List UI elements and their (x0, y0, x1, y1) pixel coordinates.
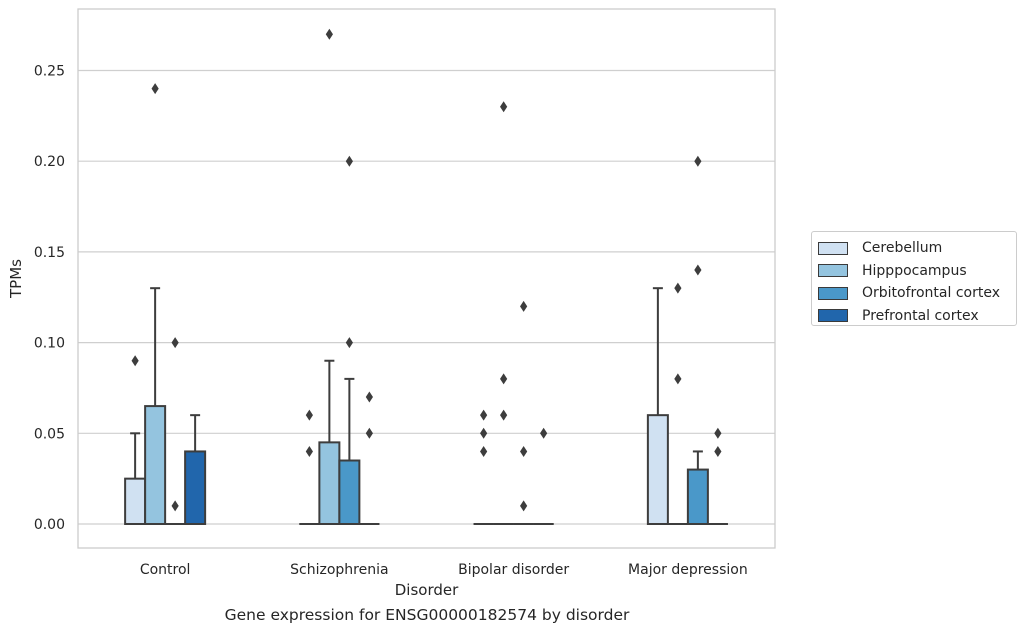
legend-item-orbitofrontal: Orbitofrontal cortex (818, 282, 1010, 305)
legend-label-prefrontal: Prefrontal cortex (862, 307, 979, 324)
outlier-point (480, 445, 488, 457)
box (144, 405, 167, 525)
x-tick-label: Major depression (628, 562, 748, 578)
outlier-point (674, 373, 682, 385)
outlier-point (131, 355, 139, 367)
outlier-point (520, 300, 528, 312)
box (184, 450, 207, 525)
y-tick-label: 0.00 (34, 517, 65, 533)
outlier-point (365, 391, 373, 403)
chart-caption: Gene expression for ENSG00000182574 by d… (224, 606, 630, 624)
outlier-point (305, 445, 313, 457)
box (124, 477, 147, 525)
outlier-point (714, 445, 722, 457)
legend-swatch-hippocampus (818, 264, 848, 278)
outlier-point (305, 409, 313, 421)
plot-area (78, 9, 775, 548)
outlier-point (345, 337, 353, 349)
outlier-point (500, 373, 508, 385)
outlier-point (171, 337, 179, 349)
legend-item-prefrontal: Prefrontal cortex (818, 305, 1010, 328)
outlier-point (365, 427, 373, 439)
outlier-point (520, 500, 528, 512)
y-axis-title: TPMs (7, 259, 25, 299)
outlier-point (520, 445, 528, 457)
y-tick-label: 0.15 (34, 245, 65, 261)
outlier-point (500, 101, 508, 113)
legend-item-cerebellum: Cerebellum (818, 237, 1010, 260)
legend-label-orbitofrontal: Orbitofrontal cortex (862, 285, 1000, 302)
y-tick-label: 0.25 (34, 64, 65, 80)
outlier-point (345, 155, 353, 167)
legend-label-cerebellum: Cerebellum (862, 240, 943, 257)
legend: Cerebellum Hipppocampus Orbitofrontal co… (811, 231, 1017, 326)
x-tick-label: Bipolar disorder (458, 562, 569, 578)
outlier-point (480, 409, 488, 421)
x-tick-label: Schizophrenia (290, 562, 388, 578)
legend-label-hippocampus: Hipppocampus (862, 262, 967, 279)
outlier-point (500, 409, 508, 421)
legend-swatch-cerebellum (818, 241, 848, 255)
outlier-point (480, 427, 488, 439)
y-tick-label: 0.10 (34, 336, 65, 352)
box (686, 468, 709, 525)
plot-frame (77, 8, 776, 549)
x-tick-label: Control (140, 562, 191, 578)
legend-swatch-orbitofrontal (818, 286, 848, 300)
outlier-point (171, 500, 179, 512)
y-tick-label: 0.20 (34, 154, 65, 170)
outlier-point (674, 282, 682, 294)
outlier-point (540, 427, 548, 439)
outlier-point (325, 28, 333, 40)
legend-item-hippocampus: Hipppocampus (818, 260, 1010, 283)
outlier-point (714, 427, 722, 439)
x-axis-title: Disorder (395, 581, 459, 599)
outlier-point (694, 155, 702, 167)
y-tick-label: 0.05 (34, 426, 65, 442)
box (646, 414, 669, 525)
legend-swatch-prefrontal (818, 309, 848, 323)
box (318, 441, 341, 525)
outlier-point (694, 264, 702, 276)
box (338, 459, 361, 526)
outlier-point (151, 83, 159, 95)
